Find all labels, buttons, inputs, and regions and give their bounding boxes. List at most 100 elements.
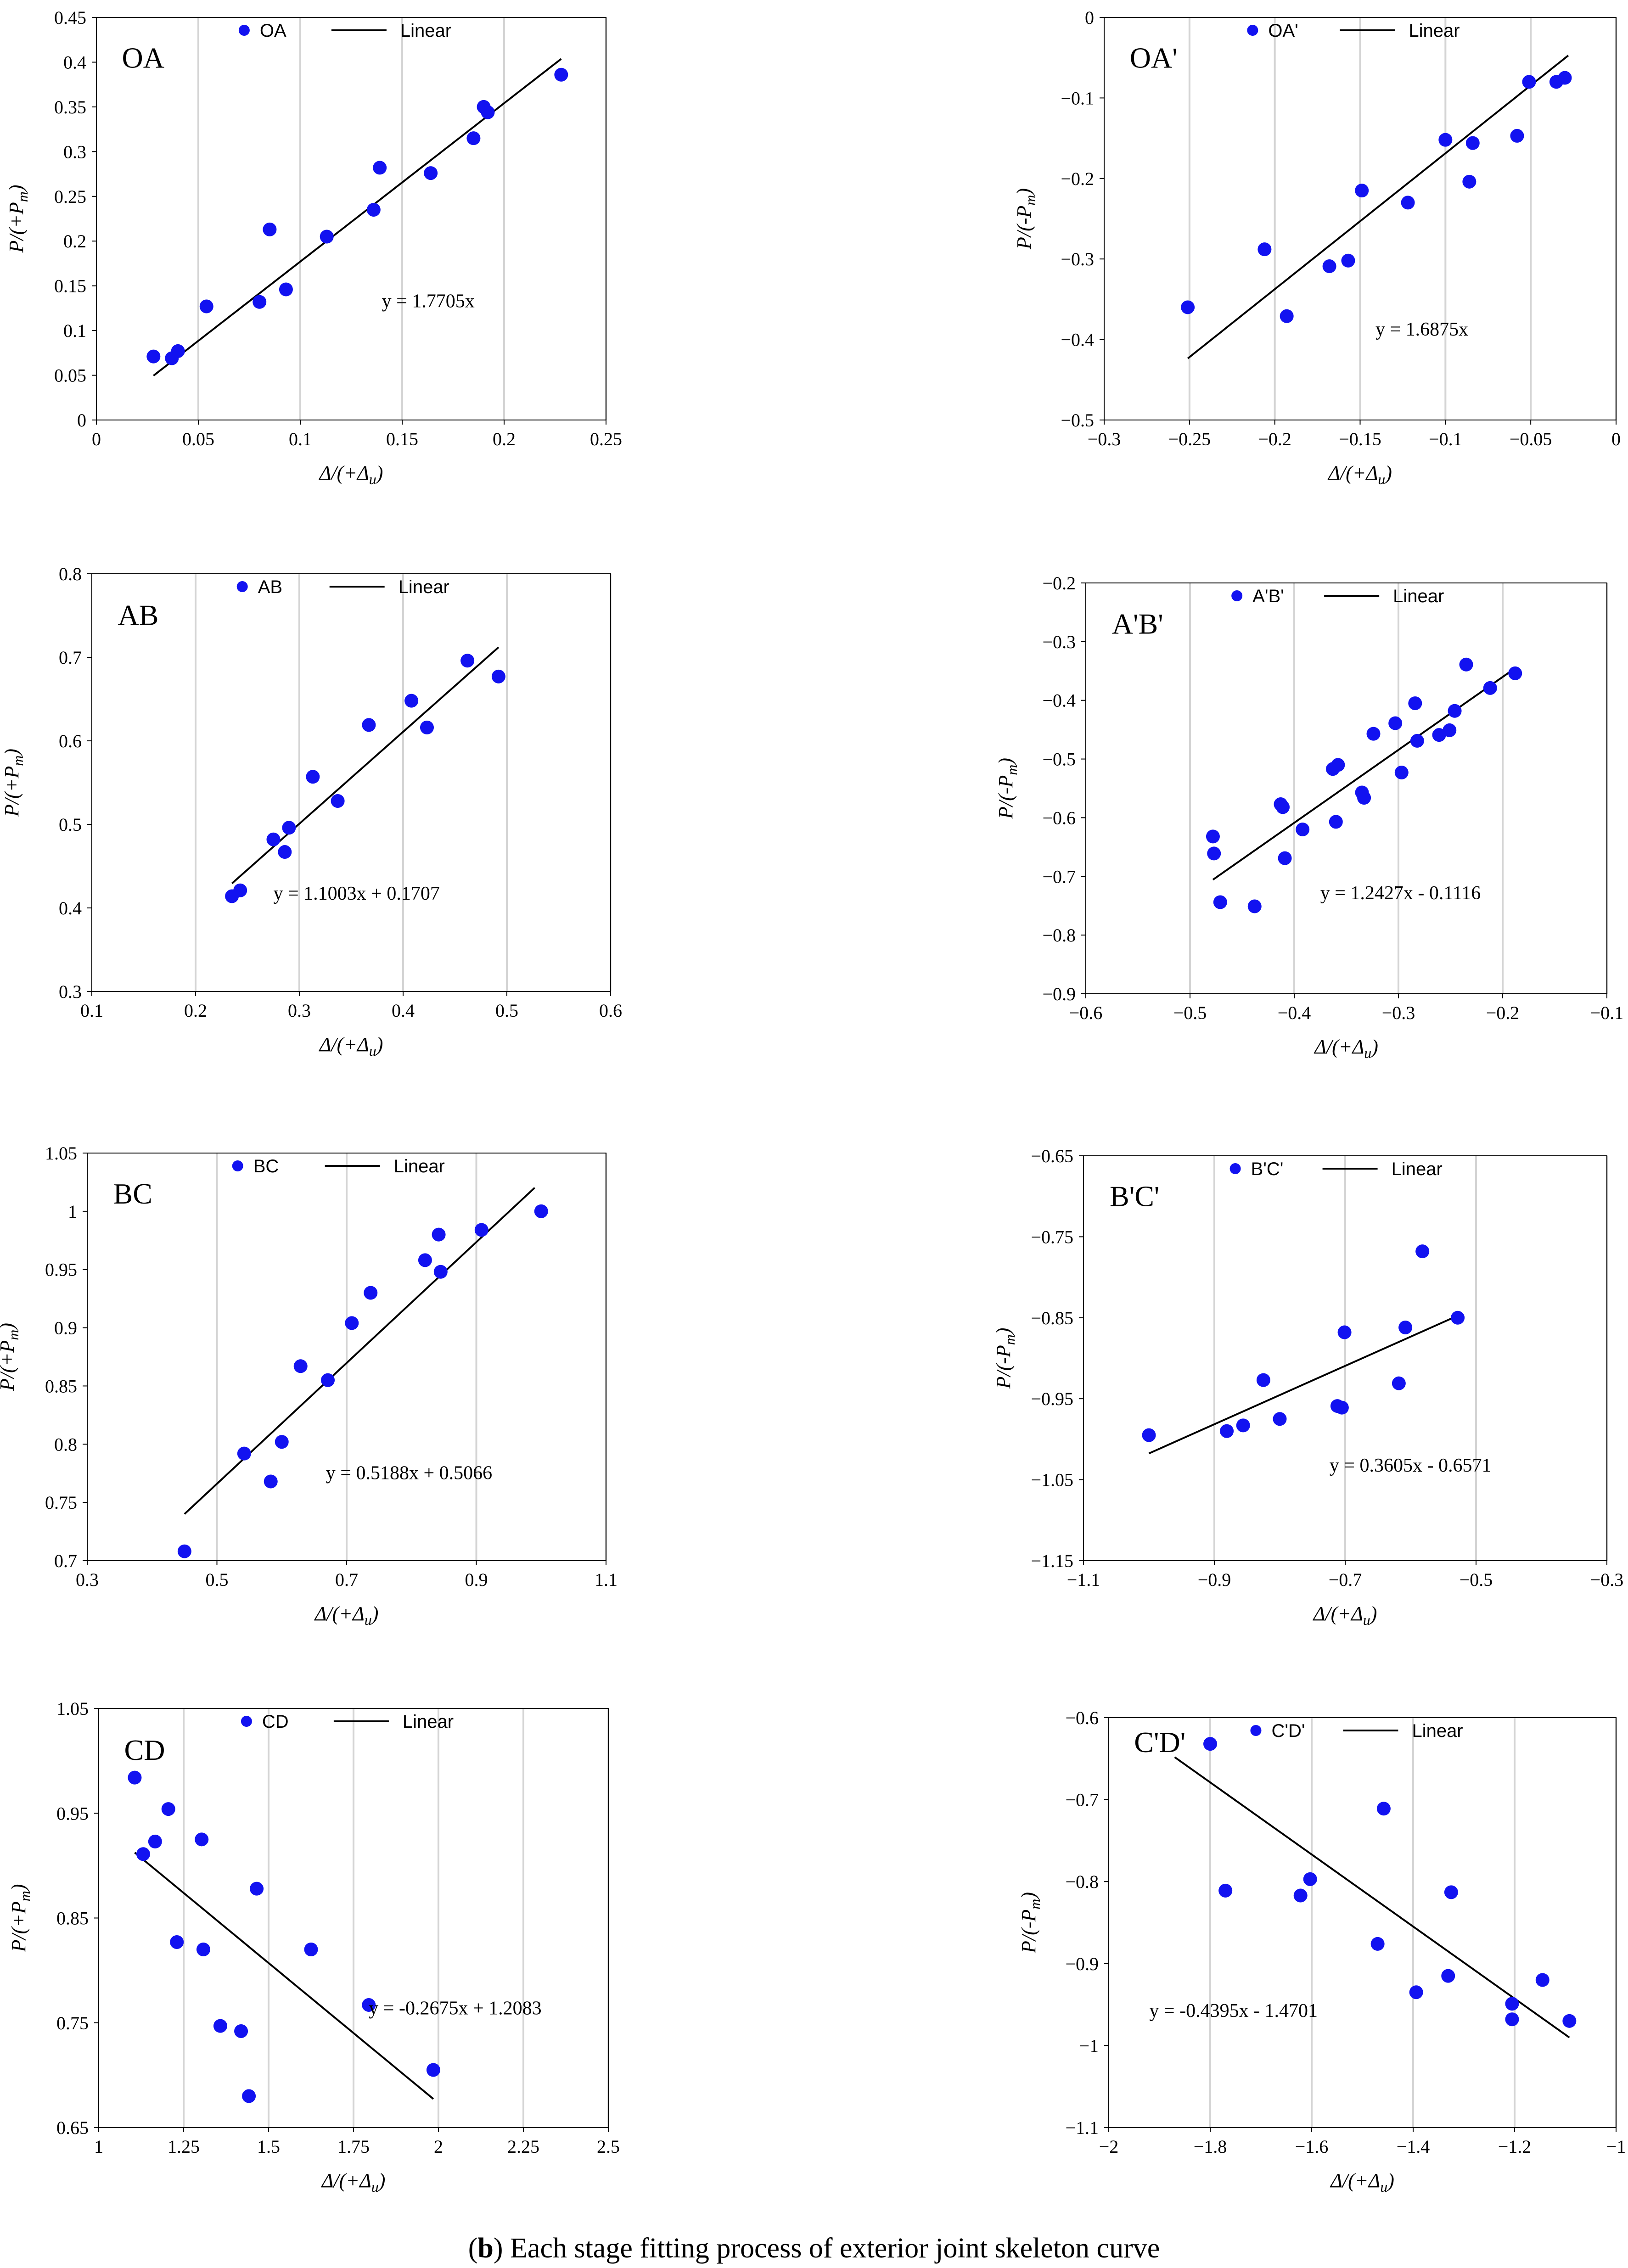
data-point xyxy=(404,694,419,708)
legend-marker xyxy=(1231,590,1243,601)
y-tick-label: 0.4 xyxy=(63,52,86,73)
data-point xyxy=(1142,1428,1156,1442)
data-point xyxy=(1510,129,1524,143)
y-tick-label: −0.4 xyxy=(1042,690,1076,711)
x-axis-label: Δ/(+Δu) xyxy=(319,462,383,487)
data-point xyxy=(195,1832,209,1847)
data-point xyxy=(1207,846,1221,861)
fit-equation: y = 1.2427x - 0.1116 xyxy=(1320,883,1481,904)
data-point xyxy=(233,883,247,897)
x-tick-label: −0.5 xyxy=(1173,1002,1207,1023)
fit-line xyxy=(1212,667,1516,881)
y-tick-label: −0.95 xyxy=(1031,1389,1073,1409)
chart-7: 1 1.25 1.5 1.75 2 2.25 2.5 0.65 0.75 0.85 0.95 1.05… xyxy=(7,1698,620,2195)
data-point xyxy=(1322,259,1336,273)
chart-2: −0.3 −0.25 −0.2 −0.15 −0.1 −0.05 0 −0.5 −0.4 −0.3… xyxy=(1013,7,1621,487)
data-point xyxy=(1357,790,1371,805)
data-point xyxy=(1462,174,1476,189)
legend-label: C'D' xyxy=(1271,1721,1305,1741)
y-tick-label: −0.1 xyxy=(1061,88,1094,108)
fit-equation: y = 1.6875x xyxy=(1375,319,1468,340)
data-point xyxy=(1278,851,1292,865)
x-tick-label: −0.3 xyxy=(1088,429,1121,449)
data-point xyxy=(1465,136,1480,150)
x-tick-label: 1.25 xyxy=(168,2136,200,2157)
y-tick-label: 0.2 xyxy=(63,231,86,252)
data-point xyxy=(213,2019,227,2033)
x-axis-label: Δ/(+Δu) xyxy=(321,2169,386,2195)
data-point xyxy=(366,203,381,217)
legend-marker xyxy=(236,581,248,592)
fit-equation: y = -0.2675x + 1.2083 xyxy=(369,1998,541,2019)
x-tick-label: 0.3 xyxy=(288,1000,311,1021)
legend-marker xyxy=(1229,1163,1241,1174)
data-point xyxy=(362,718,376,732)
data-point xyxy=(1181,300,1195,314)
data-point xyxy=(1276,800,1290,814)
data-point xyxy=(1505,1997,1519,2011)
data-point xyxy=(1444,1885,1458,1899)
data-point xyxy=(128,1770,142,1785)
legend-label: OA' xyxy=(1268,21,1298,41)
y-tick-label: −0.2 xyxy=(1061,168,1094,189)
y-tick-label: −1 xyxy=(1079,2035,1099,2056)
legend-label: Linear xyxy=(1392,1159,1443,1179)
y-tick-label: 0.65 xyxy=(56,2117,89,2138)
data-point xyxy=(1388,716,1403,730)
chart-title: AB xyxy=(118,599,159,632)
data-point xyxy=(1401,196,1415,210)
y-tick-label: 1 xyxy=(68,1201,77,1222)
data-point xyxy=(466,131,481,146)
y-axis-label: P/(+Pm) xyxy=(7,1884,33,1952)
fit-line xyxy=(134,1852,434,2100)
y-tick-label: −0.7 xyxy=(1042,866,1076,887)
y-tick-label: 0.95 xyxy=(56,1803,89,1824)
y-tick-label: 0.3 xyxy=(59,981,82,1002)
chart-title: B'C' xyxy=(1110,1180,1159,1213)
data-point xyxy=(237,1446,251,1461)
x-tick-label: −0.2 xyxy=(1258,429,1291,449)
y-tick-label: 0.6 xyxy=(59,731,82,751)
chart-title: BC xyxy=(113,1177,152,1210)
x-tick-label: 0.5 xyxy=(206,1569,229,1590)
x-tick-label: −2 xyxy=(1099,2136,1119,2157)
y-tick-label: −0.3 xyxy=(1061,249,1094,269)
y-tick-label: −0.4 xyxy=(1061,330,1094,350)
x-axis-label: Δ/(+Δu) xyxy=(1327,462,1392,487)
data-point xyxy=(420,720,434,734)
data-point xyxy=(1329,815,1343,829)
chart-4: −0.6 −0.5 −0.4 −0.3 −0.2 −0.1 −0.9 −0.8 −0.7 −0.6… xyxy=(994,573,1623,1061)
data-point xyxy=(1522,75,1536,89)
x-axis-label: Δ/(+Δu) xyxy=(319,1033,383,1059)
y-tick-label: 0 xyxy=(1085,7,1094,28)
y-tick-label: −0.85 xyxy=(1031,1308,1073,1328)
data-point xyxy=(1296,823,1310,836)
data-point xyxy=(266,832,281,846)
y-axis-label: P/(-Pm) xyxy=(1013,188,1039,250)
y-tick-label: 0.5 xyxy=(59,814,82,835)
legend-marker xyxy=(241,1716,252,1727)
data-point xyxy=(433,1265,448,1279)
data-point xyxy=(432,1227,446,1242)
x-tick-label: 0.4 xyxy=(392,1000,415,1021)
data-point xyxy=(418,1253,432,1267)
x-tick-label: 1.5 xyxy=(257,2136,280,2157)
data-point xyxy=(275,1435,289,1449)
data-point xyxy=(1448,704,1462,718)
data-point xyxy=(1505,2012,1519,2027)
y-tick-label: −0.8 xyxy=(1065,1871,1099,1892)
data-point xyxy=(534,1204,548,1218)
x-tick-label: 0 xyxy=(92,429,101,449)
chart-title: OA xyxy=(122,41,164,74)
data-point xyxy=(304,1942,318,1956)
data-point xyxy=(1394,765,1409,779)
data-point xyxy=(1410,734,1424,748)
x-tick-label: 0.2 xyxy=(493,429,516,449)
y-tick-label: 0.8 xyxy=(54,1434,77,1455)
x-tick-label: 0.05 xyxy=(182,429,214,449)
x-tick-label: 0.1 xyxy=(80,1000,103,1021)
y-tick-label: −0.9 xyxy=(1042,984,1076,1004)
plot-frame xyxy=(1085,582,1607,994)
y-tick-label: 0.75 xyxy=(56,2013,89,2033)
fit-equation: y = 0.3605x - 0.6571 xyxy=(1330,1455,1492,1476)
